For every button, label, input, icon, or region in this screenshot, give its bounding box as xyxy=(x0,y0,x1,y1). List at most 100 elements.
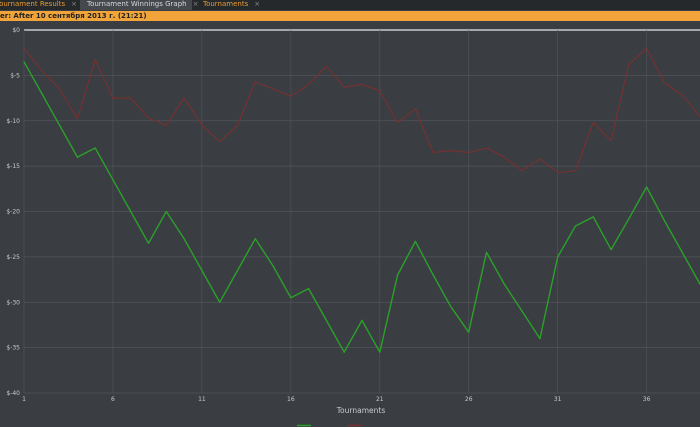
data-point-winnings xyxy=(94,147,96,149)
x-tick-label: 6 xyxy=(111,396,115,403)
data-point-allin_ev xyxy=(94,59,96,61)
tab-label: Tournament Results xyxy=(0,0,66,8)
y-tick-label: $-35 xyxy=(6,345,20,352)
grid xyxy=(23,29,700,394)
y-tick-label: $-5 xyxy=(10,72,20,79)
data-point-allin_ev xyxy=(41,70,43,72)
data-point-allin_ev xyxy=(130,97,132,99)
close-icon[interactable]: × xyxy=(254,0,261,8)
data-point-allin_ev xyxy=(201,124,203,126)
data-point-allin_ev xyxy=(628,63,630,66)
data-point-allin_ev xyxy=(397,122,399,124)
data-point-winnings xyxy=(236,269,239,272)
close-icon[interactable]: × xyxy=(192,0,199,8)
x-tick-label: 21 xyxy=(376,396,384,403)
data-point-winnings xyxy=(325,319,327,321)
data-point-allin_ev xyxy=(236,124,239,126)
data-point-allin_ev xyxy=(503,156,505,158)
data-point-winnings xyxy=(468,331,470,333)
data-point-winnings xyxy=(23,61,25,63)
x-axis-title: Tournaments xyxy=(336,406,386,415)
data-point-winnings xyxy=(272,265,274,267)
tab-tournaments[interactable]: Tournaments × xyxy=(197,0,261,10)
data-point-winnings xyxy=(290,297,292,299)
data-point-allin_ev xyxy=(112,97,114,99)
data-point-winnings xyxy=(361,319,363,321)
data-point-allin_ev xyxy=(468,151,470,154)
data-point-allin_ev xyxy=(183,97,185,99)
data-point-allin_ev xyxy=(254,81,256,83)
data-point-allin_ev xyxy=(59,88,61,90)
data-point-winnings xyxy=(397,274,399,276)
data-point-winnings xyxy=(681,251,683,253)
filter-text: er: After 10 сентября 2013 г. (21:21) xyxy=(0,12,147,20)
data-point-winnings xyxy=(521,310,523,312)
tab-tournament-winnings-graph[interactable]: Tournament Winnings Graph × xyxy=(80,0,198,10)
x-tick-label: 31 xyxy=(554,396,562,403)
data-point-winnings xyxy=(112,179,114,181)
tab-bar: Tournament Results × Tournament Winnings … xyxy=(0,0,700,10)
data-point-allin_ev xyxy=(681,94,683,96)
data-point-winnings xyxy=(646,186,648,188)
data-point-allin_ev xyxy=(414,108,416,110)
data-point-winnings xyxy=(663,220,666,222)
data-point-winnings xyxy=(201,269,203,272)
series-lines xyxy=(23,47,700,353)
y-tick-label: $0 xyxy=(12,27,20,34)
data-point-allin_ev xyxy=(539,158,541,160)
x-tick-label: 26 xyxy=(465,396,473,403)
y-tick-label: $-30 xyxy=(6,299,20,306)
data-point-allin_ev xyxy=(663,82,666,84)
data-point-winnings xyxy=(539,338,541,340)
tab-label: Tournament Winnings Graph xyxy=(87,0,187,8)
data-point-winnings xyxy=(592,216,594,218)
data-point-allin_ev xyxy=(646,47,648,49)
data-point-winnings xyxy=(76,156,78,158)
data-point-allin_ev xyxy=(485,147,488,149)
data-point-winnings xyxy=(308,288,310,290)
data-point-allin_ev xyxy=(290,95,292,97)
data-point-winnings xyxy=(557,256,559,258)
x-tick-label: 16 xyxy=(287,396,295,403)
data-point-winnings xyxy=(165,210,167,213)
x-tick-label: 1 xyxy=(22,396,26,403)
tab-tournament-results[interactable]: Tournament Results × xyxy=(0,0,77,10)
data-point-allin_ev xyxy=(557,171,559,174)
data-point-allin_ev xyxy=(379,90,381,92)
y-tick-label: $-10 xyxy=(6,118,20,125)
y-tick-label: $-20 xyxy=(6,209,20,216)
data-point-winnings xyxy=(41,92,43,95)
data-point-allin_ev xyxy=(23,47,25,49)
data-point-winnings xyxy=(414,240,416,242)
data-point-winnings xyxy=(379,351,381,353)
close-icon[interactable]: × xyxy=(71,0,77,8)
data-point-winnings xyxy=(183,238,185,240)
data-point-winnings xyxy=(574,225,577,227)
data-point-winnings xyxy=(485,251,488,253)
data-point-winnings xyxy=(450,306,452,308)
data-point-allin_ev xyxy=(450,150,452,152)
data-point-allin_ev xyxy=(592,122,594,124)
data-point-allin_ev xyxy=(308,83,310,85)
x-tick-label: 36 xyxy=(643,396,651,403)
data-point-winnings xyxy=(432,274,434,276)
data-point-allin_ev xyxy=(147,117,150,119)
filter-bar[interactable]: er: After 10 сентября 2013 г. (21:21) xyxy=(0,11,700,21)
data-point-winnings xyxy=(628,218,630,220)
data-point-allin_ev xyxy=(219,141,221,143)
data-point-winnings xyxy=(147,242,150,244)
tab-label: Tournaments xyxy=(203,0,249,8)
data-point-allin_ev xyxy=(343,86,345,88)
y-tick-label: $-40 xyxy=(6,390,20,397)
data-point-winnings xyxy=(254,238,256,240)
data-point-allin_ev xyxy=(76,118,78,120)
data-point-winnings xyxy=(59,124,61,126)
y-tick-label: $-15 xyxy=(6,163,20,170)
data-point-winnings xyxy=(130,210,132,213)
data-point-allin_ev xyxy=(272,88,274,90)
data-point-allin_ev xyxy=(361,83,363,85)
y-axis: $0 $-5 $-10 $-15 $-20 $-25 $-30 $-35 $-40 xyxy=(6,27,20,397)
x-axis: 1 6 11 16 21 26 31 36 xyxy=(22,396,651,403)
data-point-allin_ev xyxy=(610,140,612,142)
